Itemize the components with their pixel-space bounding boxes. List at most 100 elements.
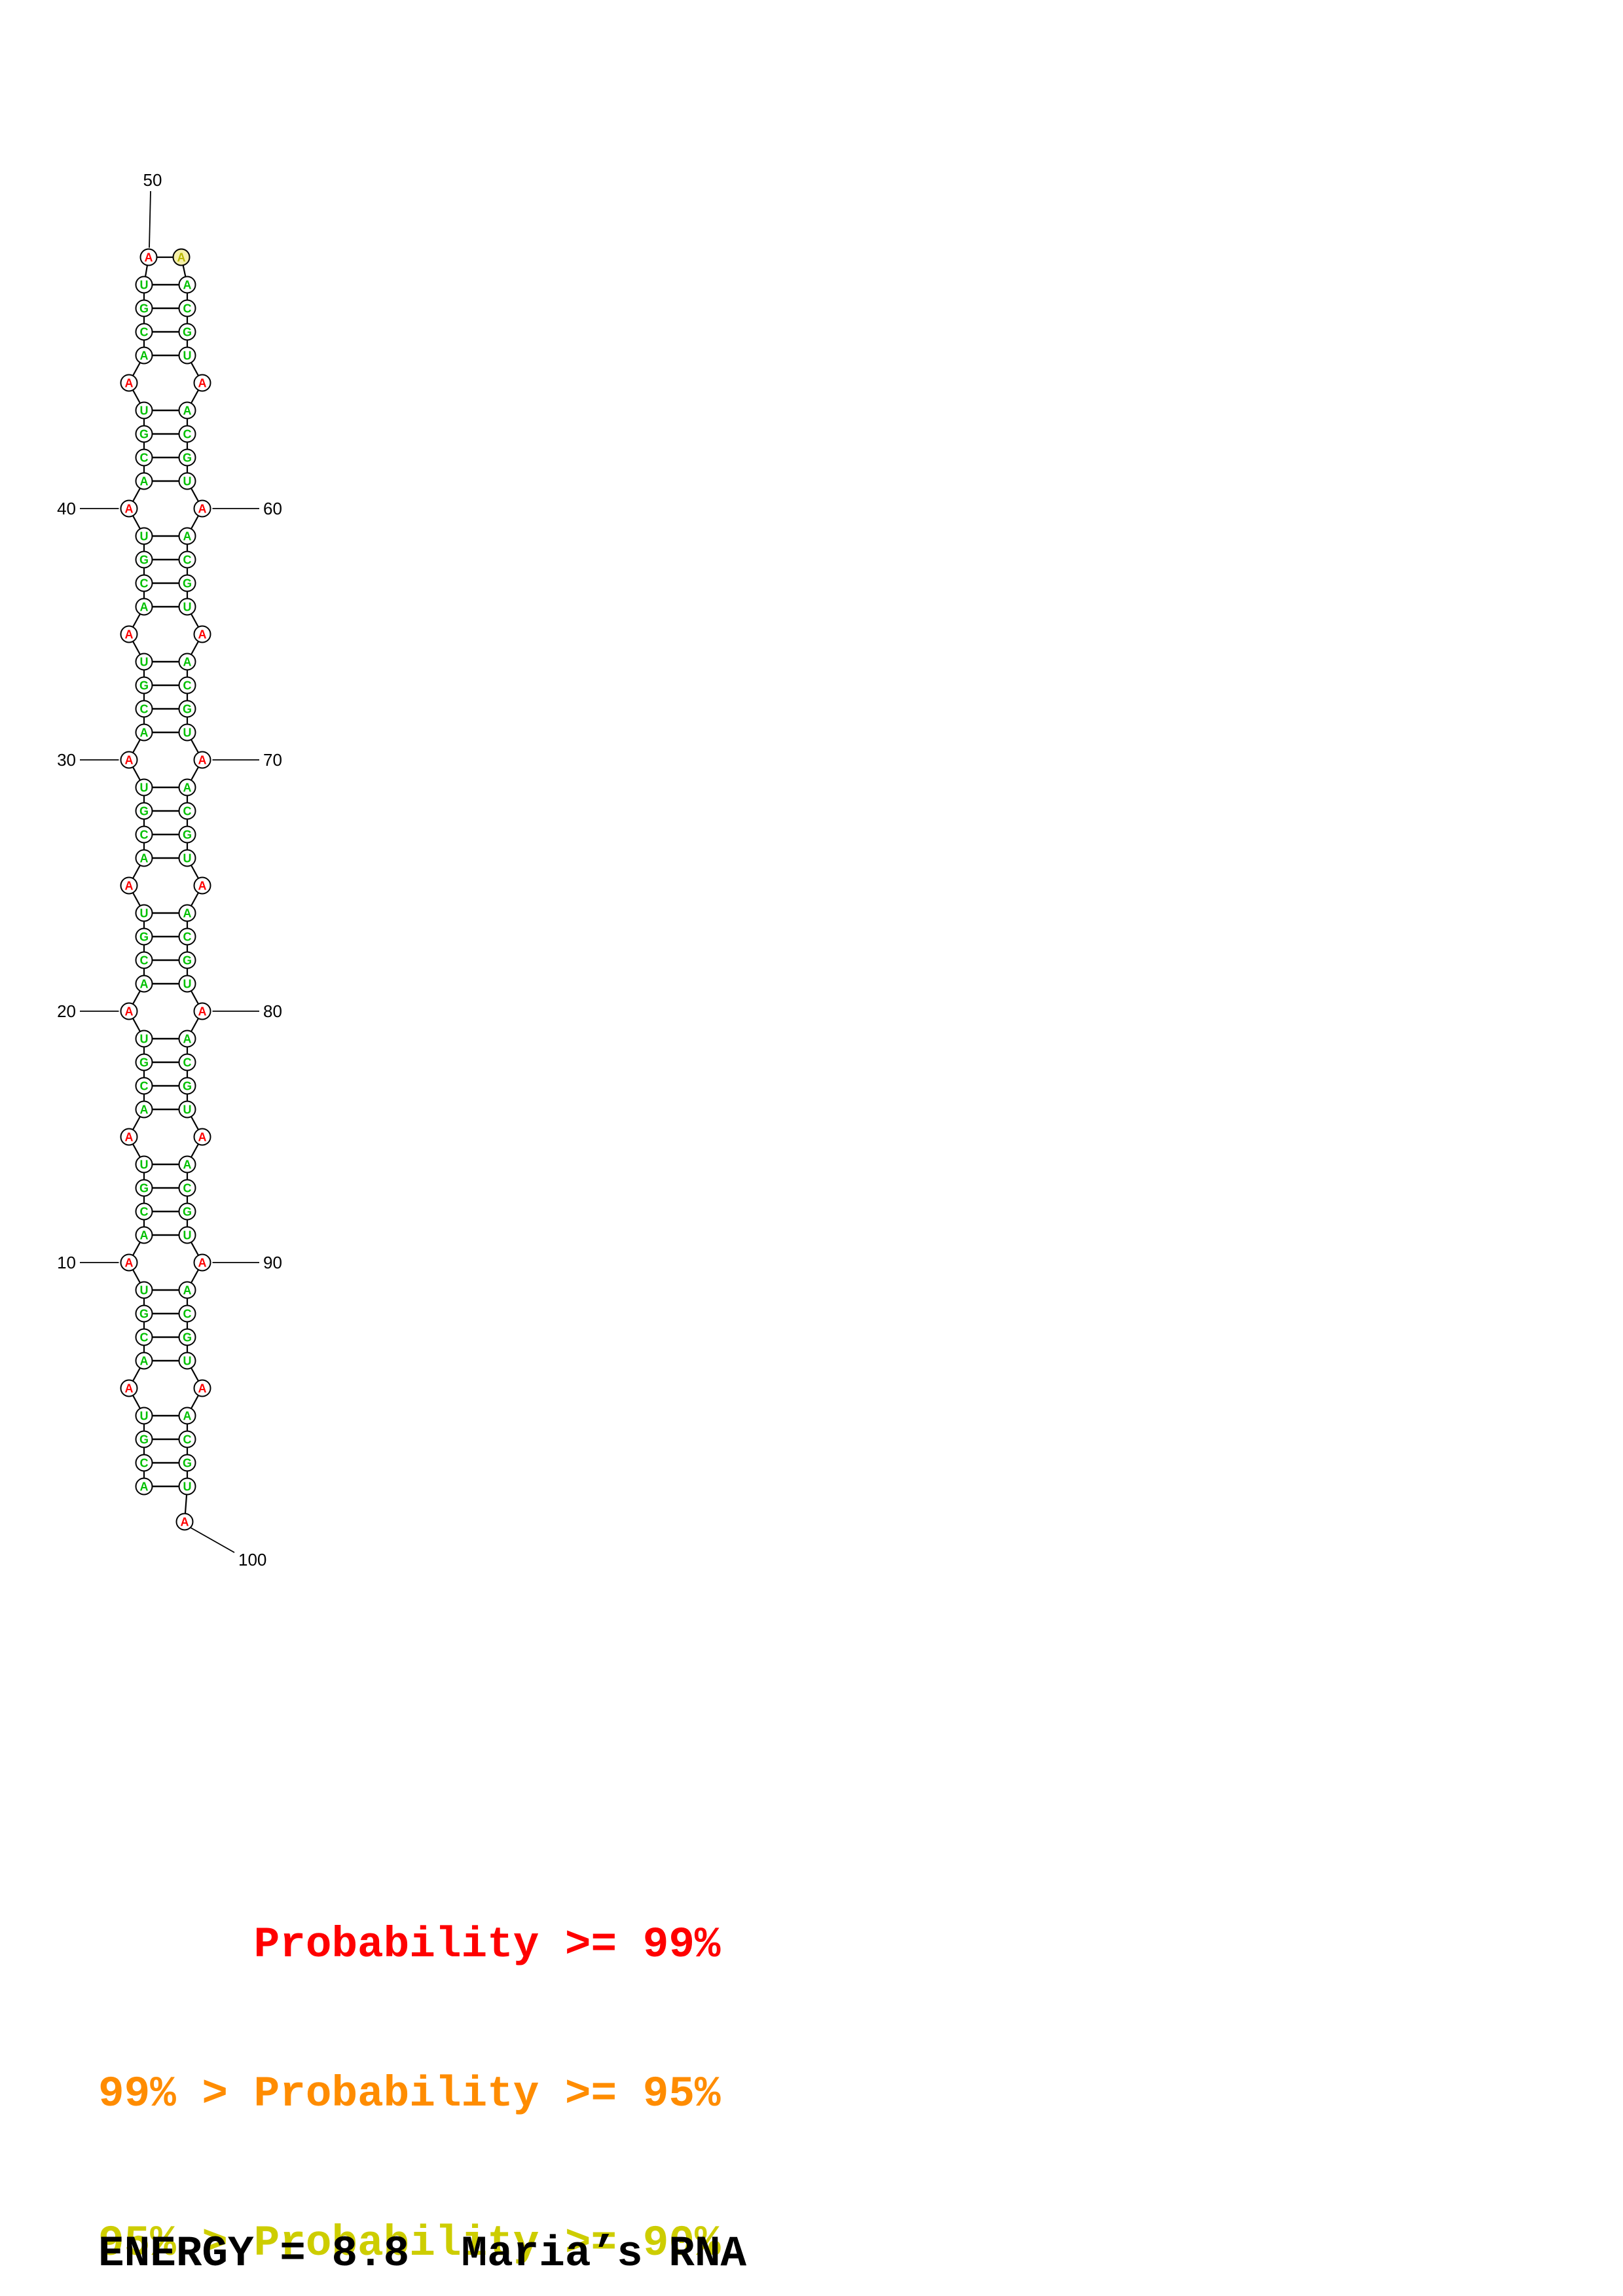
position-label-20: 20 <box>57 1001 76 1021</box>
nucleotide-paired-letter: G <box>183 577 192 590</box>
nucleotide-paired-circle <box>178 1281 196 1299</box>
nucleotide-paired-letter: G <box>139 554 149 567</box>
nucleotide-internal-loop-circle <box>193 374 211 392</box>
nucleotide-paired-circle <box>135 927 153 946</box>
nucleotide-paired-circle <box>135 1053 153 1071</box>
nucleotide-paired-letter: A <box>183 404 192 418</box>
nucleotide-paired-circle <box>135 1179 153 1197</box>
nucleotide-paired-letter: U <box>183 1103 192 1117</box>
nucleotide-internal-loop-letter: A <box>125 880 134 893</box>
nucleotide-paired-circle <box>178 825 196 844</box>
nucleotide-paired-letter: A <box>183 1158 192 1172</box>
nucleotide-paired-letter: C <box>183 679 192 692</box>
nucleotide-paired-circle <box>135 849 153 867</box>
legend-line-99: Probability >= 99% <box>98 1920 721 1970</box>
nucleotide-internal-loop-letter: A <box>125 1257 134 1270</box>
nucleotide-paired-circle <box>135 1352 153 1370</box>
nucleotide-paired-circle <box>178 472 196 490</box>
nucleotide-paired-circle <box>135 1281 153 1299</box>
nucleotide-paired-letter: U <box>183 978 192 991</box>
nucleotide-paired-letter: C <box>183 428 192 441</box>
nucleotide-internal-loop-letter: A <box>125 377 134 390</box>
nucleotide-paired-circle <box>135 1100 153 1119</box>
nucleotide-paired-letter: A <box>140 726 149 740</box>
nucleotide-paired-circle <box>178 849 196 867</box>
nucleotide-paired-letter: A <box>140 475 149 488</box>
nucleotide-internal-loop-letter: A <box>125 1382 134 1395</box>
nucleotide-internal-loop-letter: A <box>198 377 207 390</box>
nucleotide-paired-letter: U <box>140 1033 149 1046</box>
legend-line-label: Probability >= 99% <box>253 1920 721 1969</box>
nucleotide-paired-circle <box>135 1077 153 1095</box>
nucleotide-paired-circle <box>178 1407 196 1425</box>
position-label-40: 40 <box>57 499 76 518</box>
position-label-70: 70 <box>263 750 282 770</box>
nucleotide-internal-loop-letter: A <box>198 1382 207 1395</box>
nucleotide-paired-letter: U <box>140 907 149 920</box>
nucleotide-paired-letter: U <box>183 601 192 614</box>
nucleotide-paired-circle <box>135 700 153 718</box>
nucleotide-paired-letter: U <box>140 656 149 669</box>
legend-line-label: 95% > Probability >= 90% <box>98 2219 721 2268</box>
nucleotide-paired-letter: C <box>140 1080 149 1093</box>
nucleotide-paired-circle <box>135 425 153 443</box>
nucleotide-paired-letter: C <box>140 829 149 842</box>
nucleotide-paired-circle <box>135 527 153 545</box>
nucleotide-paired-circle <box>178 1328 196 1346</box>
nucleotide-paired-circle <box>178 527 196 545</box>
nucleotide-paired-circle <box>178 1226 196 1244</box>
nucleotide-paired-letter: C <box>183 302 192 315</box>
nucleotide-paired-circle <box>135 1477 153 1496</box>
nucleotide-internal-loop-letter: A <box>198 1005 207 1018</box>
nucleotide-paired-letter: C <box>140 452 149 465</box>
position-label-10: 10 <box>57 1253 76 1272</box>
nucleotide-paired-letter: G <box>139 1056 149 1069</box>
nucleotide-paired-circle <box>135 1202 153 1221</box>
nucleotide-paired-letter: C <box>140 1331 149 1344</box>
nucleotide-paired-circle <box>178 1304 196 1323</box>
nucleotide-paired-letter: A <box>183 279 192 292</box>
nucleotide-paired-circle <box>135 323 153 341</box>
nucleotide-paired-letter: C <box>183 1433 192 1446</box>
nucleotide-paired-circle <box>178 802 196 820</box>
nucleotide-paired-letter: U <box>140 781 149 795</box>
energy-title: ENERGY = 8.8 Maria’s RNA <box>98 2229 747 2278</box>
nucleotide-internal-loop-circle <box>120 1002 138 1020</box>
position-label-80: 80 <box>263 1001 282 1021</box>
nucleotide-paired-letter: U <box>183 350 192 363</box>
nucleotide-paired-letter: A <box>183 1033 192 1046</box>
nucleotide-paired-circle <box>135 723 153 742</box>
nucleotide-paired-letter: U <box>183 1480 192 1494</box>
nucleotide-paired-circle <box>178 1352 196 1370</box>
nucleotide-paired-letter: A <box>140 350 149 363</box>
nucleotide-paired-circle <box>135 1407 153 1425</box>
nucleotide-paired-circle <box>178 1454 196 1472</box>
nucleotide-dangling-end-letter: A <box>181 1516 189 1529</box>
position-label-60: 60 <box>263 499 282 518</box>
nucleotide-paired-circle <box>178 401 196 420</box>
nucleotide-paired-circle <box>178 723 196 742</box>
nucleotide-paired-letter: U <box>183 726 192 740</box>
position-label-30: 30 <box>57 750 76 770</box>
nucleotide-paired-circle <box>178 574 196 592</box>
nucleotide-paired-circle <box>135 653 153 671</box>
nucleotide-paired-letter: C <box>183 554 192 567</box>
nucleotide-internal-loop-circle <box>193 625 211 643</box>
nucleotide-apex-right-circle <box>172 248 191 266</box>
nucleotide-paired-circle <box>178 598 196 616</box>
nucleotide-paired-letter: C <box>183 1182 192 1195</box>
nucleotide-paired-letter: U <box>140 404 149 418</box>
nucleotide-paired-circle <box>135 1226 153 1244</box>
nucleotide-paired-letter: G <box>139 805 149 818</box>
nucleotide-paired-letter: U <box>183 852 192 865</box>
nucleotide-internal-loop-circle <box>193 499 211 518</box>
nucleotide-internal-loop-letter: A <box>198 880 207 893</box>
nucleotide-paired-circle <box>135 448 153 467</box>
nucleotide-apex-left-letter: A <box>145 251 153 264</box>
nucleotide-internal-loop-circle <box>120 1253 138 1272</box>
nucleotide-paired-letter: G <box>183 1457 192 1470</box>
nucleotide-paired-circle <box>135 401 153 420</box>
nucleotide-paired-circle <box>178 276 196 294</box>
nucleotide-paired-circle <box>178 323 196 341</box>
nucleotide-dangling-end-circle <box>175 1513 194 1531</box>
